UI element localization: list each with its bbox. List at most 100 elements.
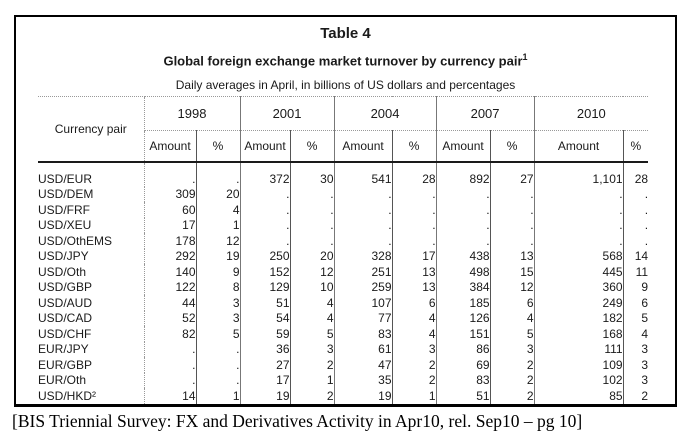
- amount-cell: 35: [333, 372, 393, 388]
- table-title: Table 4: [320, 25, 371, 42]
- percent-cell: .: [195, 357, 241, 373]
- year-header-1998: 1998: [143, 96, 241, 131]
- percent-cell: 4: [289, 295, 335, 311]
- amount-cell: .: [143, 341, 196, 357]
- percent-cell: 11: [622, 264, 649, 280]
- amount-cell: 151: [435, 326, 491, 342]
- percent-cell: 2: [289, 388, 335, 404]
- percent-cell: 4: [391, 326, 437, 342]
- amount-cell: 250: [239, 248, 291, 264]
- percent-cell: 6: [489, 295, 535, 311]
- amount-cell: 182: [533, 310, 624, 326]
- amount-cell: 152: [239, 264, 291, 280]
- table-row: USD/HKD² 14 1 19 2 19 1 51 2 85 2: [38, 388, 649, 404]
- percent-cell: 6: [391, 295, 437, 311]
- amount-cell: 122: [143, 279, 196, 295]
- table-row: EUR/Oth.. 17 1 35 2 83 2 102 3: [38, 372, 649, 388]
- amount-cell: 438: [435, 248, 491, 264]
- amount-cell: 178: [143, 233, 196, 249]
- percent-cell: 30: [289, 161, 335, 187]
- percent-cell: .: [391, 202, 437, 218]
- table-row: USD/AUD 44 3 51 4 107 6 185 6 249 6: [38, 295, 649, 311]
- amount-cell: .: [533, 217, 624, 233]
- percent-header: %: [489, 130, 535, 163]
- percent-cell: 13: [489, 248, 535, 264]
- percent-cell: 1: [195, 388, 241, 404]
- percent-cell: 1: [195, 217, 241, 233]
- year-header-2001: 2001: [239, 96, 335, 131]
- corner-header-cell: Currency pair: [38, 96, 144, 163]
- table-row: USD/Oth 140 9 152 12 251 13 498 15 445 11: [38, 264, 649, 280]
- amount-cell: 17: [239, 372, 291, 388]
- percent-cell: 2: [289, 357, 335, 373]
- amount-cell: .: [435, 202, 491, 218]
- percent-cell: 3: [622, 372, 649, 388]
- percent-cell: 3: [622, 357, 649, 373]
- fx-turnover-table: Currency pair 1998 2001 2004 2007 2010 A…: [38, 96, 649, 404]
- figure-border-box: Table 4 Global foreign exchange market t…: [14, 15, 677, 407]
- percent-cell: .: [622, 233, 649, 249]
- year-header-row: Currency pair 1998 2001 2004 2007 2010: [38, 96, 649, 163]
- percent-header: %: [289, 130, 335, 163]
- percent-cell: 20: [289, 248, 335, 264]
- currency-pair-cell: USD/CHF: [38, 326, 92, 341]
- amount-cell: 126: [435, 310, 491, 326]
- amount-cell: 140: [143, 264, 196, 280]
- amount-cell: 259: [333, 279, 393, 295]
- currency-pair-cell: USD/OthEMS: [38, 233, 113, 248]
- percent-cell: 3: [195, 295, 241, 311]
- amount-cell: 384: [435, 279, 491, 295]
- percent-cell: 17: [391, 248, 437, 264]
- percent-cell: 15: [489, 264, 535, 280]
- percent-cell: .: [489, 202, 535, 218]
- percent-cell: .: [489, 233, 535, 249]
- percent-cell: 2: [391, 372, 437, 388]
- percent-cell: .: [391, 233, 437, 249]
- amount-cell: 251: [333, 264, 393, 280]
- amount-cell: 372: [239, 161, 291, 187]
- percent-cell: .: [622, 186, 649, 202]
- percent-cell: 4: [289, 310, 335, 326]
- amount-cell: 292: [143, 248, 196, 264]
- percent-cell: .: [289, 233, 335, 249]
- amount-cell: 309: [143, 186, 196, 202]
- amount-header: Amount: [333, 130, 393, 163]
- amount-header: Amount: [533, 130, 624, 163]
- percent-cell: 2: [391, 357, 437, 373]
- amount-cell: 47: [333, 357, 393, 373]
- currency-pair-cell: EUR/GBP: [38, 357, 93, 372]
- percent-cell: 3: [622, 341, 649, 357]
- amount-cell: .: [333, 233, 393, 249]
- amount-cell: 52: [143, 310, 196, 326]
- amount-cell: 86: [435, 341, 491, 357]
- amount-cell: 249: [533, 295, 624, 311]
- amount-cell: .: [143, 372, 196, 388]
- percent-header: %: [391, 130, 437, 163]
- percent-cell: 12: [289, 264, 335, 280]
- percent-cell: 2: [622, 388, 649, 404]
- amount-cell: .: [435, 233, 491, 249]
- table-row: USD/EUR.. 372 30 541 28 892 27 1,101 28: [38, 161, 649, 187]
- percent-cell: 28: [622, 161, 649, 187]
- amount-cell: .: [143, 161, 196, 187]
- amount-cell: 111: [533, 341, 624, 357]
- currency-pair-cell: EUR/JPY: [38, 342, 89, 356]
- percent-cell: 5: [489, 326, 535, 342]
- amount-cell: 102: [533, 372, 624, 388]
- percent-cell: 2: [489, 388, 535, 404]
- amount-cell: 82: [143, 326, 196, 342]
- amount-cell: 892: [435, 161, 491, 187]
- percent-cell: 4: [391, 310, 437, 326]
- amount-cell: 61: [333, 341, 393, 357]
- amount-cell: 27: [239, 357, 291, 373]
- amount-cell: 60: [143, 202, 196, 218]
- amount-cell: .: [239, 186, 291, 202]
- table-row: USD/JPY 292 19 250 20 328 17 438 13 568 14: [38, 248, 649, 264]
- currency-pair-cell: USD/JPY: [38, 249, 89, 263]
- percent-cell: 27: [489, 161, 535, 187]
- amount-cell: 77: [333, 310, 393, 326]
- amount-cell: 59: [239, 326, 291, 342]
- table-row: USD/CAD 52 3 54 4 77 4 126 4 182 5: [38, 310, 649, 326]
- amount-cell: .: [533, 233, 624, 249]
- amount-cell: 85: [533, 388, 624, 404]
